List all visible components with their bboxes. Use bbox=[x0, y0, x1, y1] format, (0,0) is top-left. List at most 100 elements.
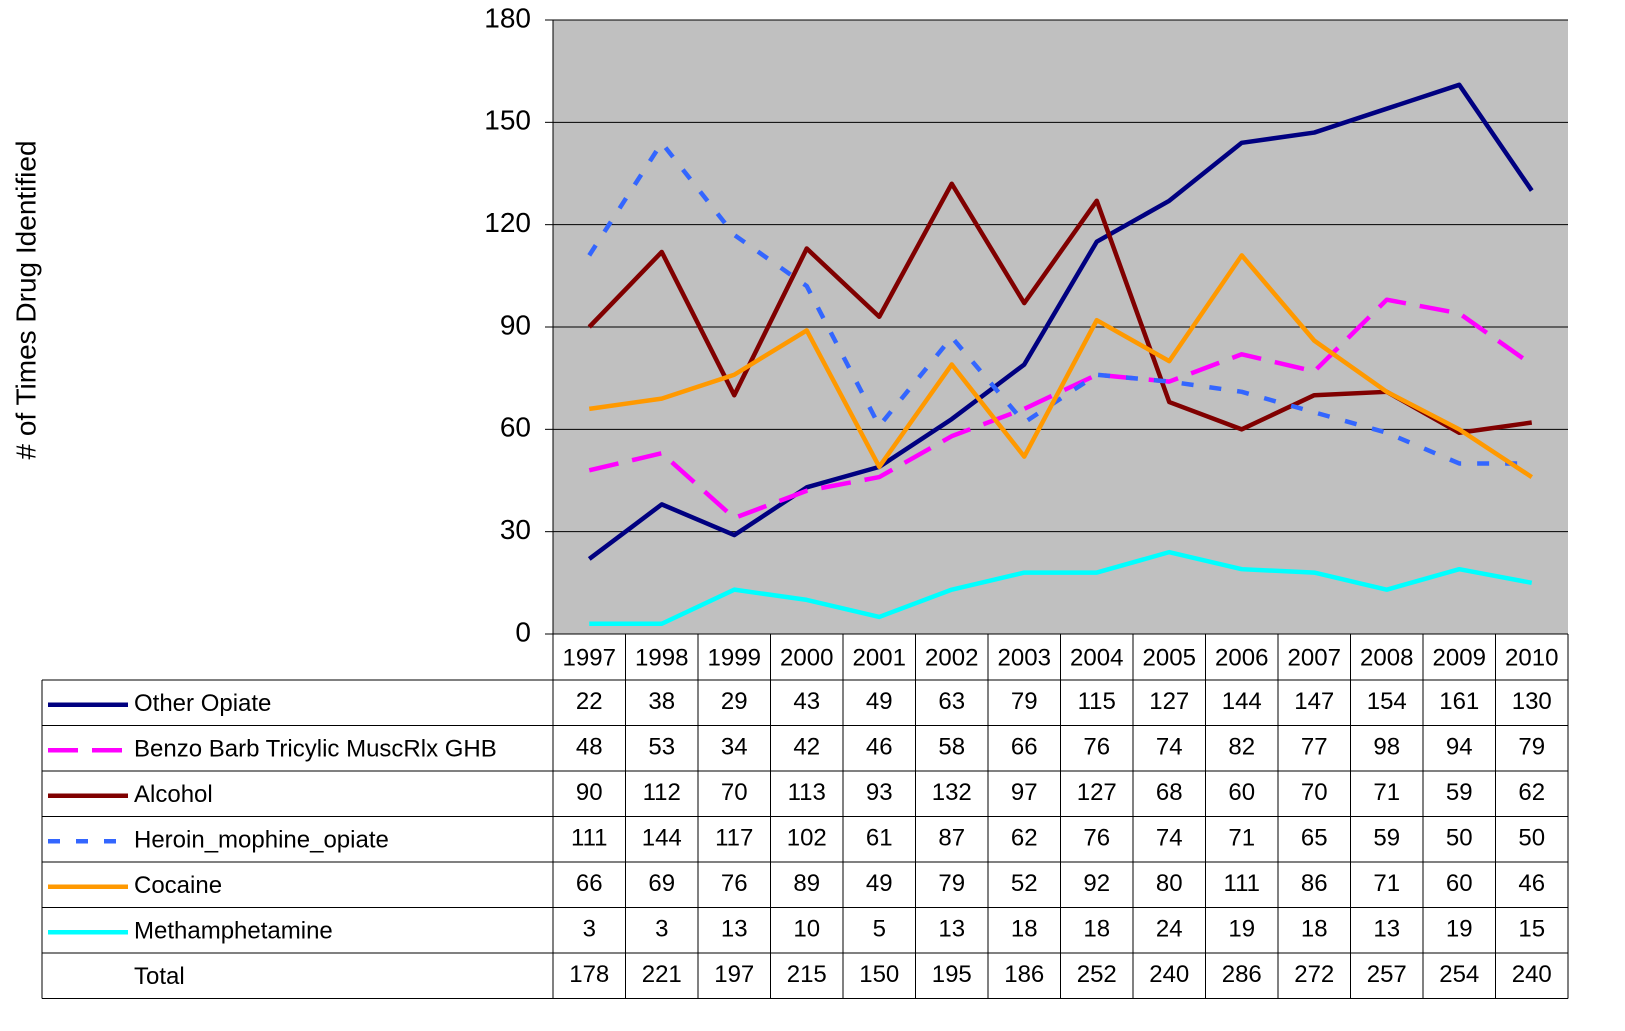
table-cell: 19 bbox=[1228, 916, 1255, 943]
table-cell: 79 bbox=[1011, 688, 1038, 715]
table-cell: 53 bbox=[648, 734, 675, 761]
table-cell: 90 bbox=[576, 779, 603, 806]
table-cell: 15 bbox=[1518, 916, 1545, 943]
table-cell: 61 bbox=[866, 825, 893, 852]
table-cell: 60 bbox=[1228, 779, 1255, 806]
table-cell: 144 bbox=[642, 825, 682, 852]
table-cell: 79 bbox=[1518, 734, 1545, 761]
x-tick-label: 2008 bbox=[1360, 644, 1413, 671]
table-cell: 221 bbox=[642, 961, 682, 988]
table-cell: 19 bbox=[1446, 916, 1473, 943]
table-cell: 68 bbox=[1156, 779, 1183, 806]
y-axis-label: # of Times Drug Identified bbox=[10, 140, 41, 459]
table-cell: 66 bbox=[1011, 734, 1038, 761]
x-tick-label: 2007 bbox=[1288, 644, 1341, 671]
table-cell: 144 bbox=[1222, 688, 1262, 715]
table-cell: 13 bbox=[721, 916, 748, 943]
table-cell: 71 bbox=[1373, 779, 1400, 806]
y-tick-label: 150 bbox=[484, 105, 531, 136]
x-tick-label: 2006 bbox=[1215, 644, 1268, 671]
series-line bbox=[588, 253, 1533, 479]
table-cell: 18 bbox=[1083, 916, 1110, 943]
table-cell: 29 bbox=[721, 688, 748, 715]
table-cell: 77 bbox=[1301, 734, 1328, 761]
table-cell: 71 bbox=[1373, 870, 1400, 897]
table-cell: 46 bbox=[866, 734, 893, 761]
table-cell: 132 bbox=[932, 779, 972, 806]
table-cell: 186 bbox=[1004, 961, 1044, 988]
table-cell: 240 bbox=[1512, 961, 1552, 988]
table-cell: 66 bbox=[576, 870, 603, 897]
table-cell: 49 bbox=[866, 688, 893, 715]
table-cell: 161 bbox=[1439, 688, 1479, 715]
table-cell: 71 bbox=[1228, 825, 1255, 852]
y-tick-label: 90 bbox=[500, 309, 531, 340]
table-cell: 130 bbox=[1512, 688, 1552, 715]
series-line bbox=[587, 181, 1533, 435]
table-cell: 147 bbox=[1294, 688, 1334, 715]
table-cell: 13 bbox=[938, 916, 965, 943]
table-cell: 127 bbox=[1077, 779, 1117, 806]
table-cell: 62 bbox=[1011, 825, 1038, 852]
table-cell: 178 bbox=[569, 961, 609, 988]
table-cell: 94 bbox=[1446, 734, 1473, 761]
table-cell: 50 bbox=[1446, 825, 1473, 852]
x-tick-label: 2010 bbox=[1505, 644, 1558, 671]
table-cell: 97 bbox=[1011, 779, 1038, 806]
y-tick-label: 180 bbox=[484, 2, 531, 33]
table-cell: 49 bbox=[866, 870, 893, 897]
y-tick-label: 120 bbox=[484, 207, 531, 238]
table-cell: 70 bbox=[1301, 779, 1328, 806]
series-line bbox=[587, 82, 1534, 561]
table-cell: 62 bbox=[1518, 779, 1545, 806]
table-cell: 86 bbox=[1301, 870, 1328, 897]
table-cell: 63 bbox=[938, 688, 965, 715]
table-cell: 154 bbox=[1367, 688, 1407, 715]
table-cell: 3 bbox=[583, 916, 596, 943]
table-cell: 76 bbox=[1083, 825, 1110, 852]
table-cell: 257 bbox=[1367, 961, 1407, 988]
table-cell: 252 bbox=[1077, 961, 1117, 988]
table-cell: 93 bbox=[866, 779, 893, 806]
table-cell: 18 bbox=[1011, 916, 1038, 943]
table-cell: 65 bbox=[1301, 825, 1328, 852]
table-cell: 82 bbox=[1228, 734, 1255, 761]
table-cell: 112 bbox=[643, 779, 681, 806]
table-cell: 46 bbox=[1518, 870, 1545, 897]
legend-label: Other Opiate bbox=[134, 690, 271, 717]
table-cell: 22 bbox=[576, 688, 603, 715]
table-cell: 70 bbox=[721, 779, 748, 806]
table-cell: 5 bbox=[873, 916, 886, 943]
table-cell: 76 bbox=[721, 870, 748, 897]
table-cell: 76 bbox=[1083, 734, 1110, 761]
legend-label: Heroin_mophine_opiate bbox=[134, 827, 389, 854]
y-tick-label: 60 bbox=[500, 412, 531, 443]
x-tick-label: 2002 bbox=[925, 644, 978, 671]
legend-label: Methamphetamine bbox=[134, 918, 333, 945]
series-line bbox=[587, 140, 1532, 466]
table-cell: 80 bbox=[1156, 870, 1183, 897]
table-cell: 254 bbox=[1439, 961, 1479, 988]
table-cell: 50 bbox=[1518, 825, 1545, 852]
x-tick-label: 1997 bbox=[563, 644, 616, 671]
table-cell: 58 bbox=[938, 734, 965, 761]
legend-label: Benzo Barb Tricylic MuscRlx GHB bbox=[134, 736, 497, 763]
table-cell: 115 bbox=[1078, 688, 1116, 715]
x-tick-label: 2004 bbox=[1070, 644, 1123, 671]
x-tick-label: 2000 bbox=[780, 644, 833, 671]
y-tick-label: 0 bbox=[515, 616, 531, 647]
table-cell: 74 bbox=[1156, 734, 1183, 761]
total-label: Total bbox=[134, 963, 185, 990]
table-cell: 98 bbox=[1373, 734, 1400, 761]
table-cell: 127 bbox=[1149, 688, 1189, 715]
table-cell: 197 bbox=[714, 961, 754, 988]
table-cell: 87 bbox=[938, 825, 965, 852]
x-tick-label: 2003 bbox=[998, 644, 1051, 671]
table-cell: 13 bbox=[1373, 916, 1400, 943]
table-cell: 34 bbox=[721, 734, 748, 761]
table-cell: 286 bbox=[1222, 961, 1262, 988]
legend-label: Cocaine bbox=[134, 872, 222, 899]
x-tick-label: 2009 bbox=[1433, 644, 1486, 671]
table-cell: 113 bbox=[788, 779, 826, 806]
